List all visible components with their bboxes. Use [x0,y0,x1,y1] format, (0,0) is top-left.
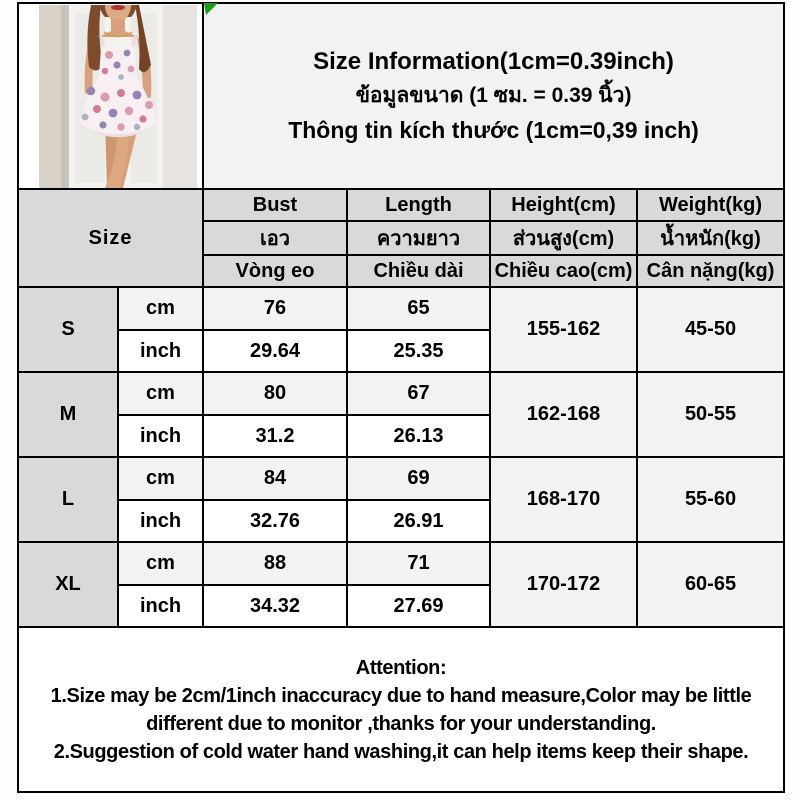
col-header-weight-vi: Cân nặng(kg) [635,254,786,288]
col-header-height-th: ส่วนสูง(cm) [489,220,638,256]
col-header-length-en: Length [346,188,491,222]
xl-length-cm: 71 [346,541,491,586]
s-bust-inch: 29.64 [202,329,348,373]
unit-inch: inch [117,499,204,543]
attention-note-2: 2.Suggestion of cold water hand washing,… [53,740,749,763]
col-header-weight-th: น้ำหนัก(kg) [635,220,786,256]
size-row-label-xl: XL [17,541,119,628]
attention-section: Attention: 1.Size may be 2cm/1inch inacc… [16,626,786,793]
green-corner-marker-icon [204,3,218,15]
xl-bust-cm: 88 [202,541,348,586]
lips [111,5,125,11]
unit-cm: cm [117,371,204,416]
unit-inch: inch [117,329,204,373]
size-row-label-l: L [17,456,119,543]
col-header-bust-th: เอว [202,220,348,256]
unit-inch: inch [117,584,204,628]
s-height: 155-162 [489,286,638,373]
attention-heading: Attention: [355,656,447,679]
s-length-cm: 65 [346,286,491,331]
legs [105,121,139,187]
l-weight: 55-60 [635,456,786,543]
xl-bust-inch: 34.32 [202,584,348,628]
title-thai: ข้อมูลขนาด (1 ซม. = 0.39 นิ้ว) [355,84,632,107]
product-photo [39,5,197,187]
necklace [103,31,133,38]
col-header-bust-en: Bust [202,188,348,222]
col-header-length-vi: Chiều dài [346,254,491,288]
s-weight: 45-50 [635,286,786,373]
left-wall [39,5,61,187]
unit-cm: cm [117,456,204,501]
model-illustration [39,5,197,187]
s-length-inch: 25.35 [346,329,491,373]
size-row-label-m: M [17,371,119,458]
right-wall [163,5,197,187]
face-and-neck [97,5,139,38]
title-en: Size Information(1cm=0.39inch) [313,48,674,75]
m-bust-inch: 31.2 [202,414,348,458]
l-height: 168-170 [489,456,638,543]
m-height: 162-168 [489,371,638,458]
xl-height: 170-172 [489,541,638,628]
l-length-cm: 69 [346,456,491,501]
title-vietnamese: Thông tin kích thước (1cm=0,39 inch) [288,117,699,143]
unit-cm: cm [117,541,204,586]
product-photo-cell [17,2,204,190]
dress [79,45,157,138]
attention-note-1: 1.Size may be 2cm/1inch inaccuracy due t… [50,684,752,735]
m-length-cm: 67 [346,371,491,416]
unit-inch: inch [117,414,204,458]
title-cell: Size Information(1cm=0.39inch) ข้อมูลขนา… [201,2,786,190]
floral-pattern [81,49,153,131]
m-bust-cm: 80 [202,371,348,416]
l-bust-inch: 32.76 [202,499,348,543]
col-header-weight-en: Weight(kg) [635,188,786,222]
col-header-height-vi: Chiều cao(cm) [489,254,638,288]
unit-cm: cm [117,286,204,331]
m-length-inch: 26.13 [346,414,491,458]
m-weight: 50-55 [635,371,786,458]
size-header: Size [17,188,204,288]
l-bust-cm: 84 [202,456,348,501]
s-bust-cm: 76 [202,286,348,331]
col-header-length-th: ความยาว [346,220,491,256]
l-length-inch: 26.91 [346,499,491,543]
col-header-height-en: Height(cm) [489,188,638,222]
size-row-label-s: S [17,286,119,373]
col-header-bust-vi: Vòng eo [202,254,348,288]
xl-weight: 60-65 [635,541,786,628]
xl-length-inch: 27.69 [346,584,491,628]
size-table: Size Information(1cm=0.39inch) ข้อมูลขนา… [16,2,786,793]
